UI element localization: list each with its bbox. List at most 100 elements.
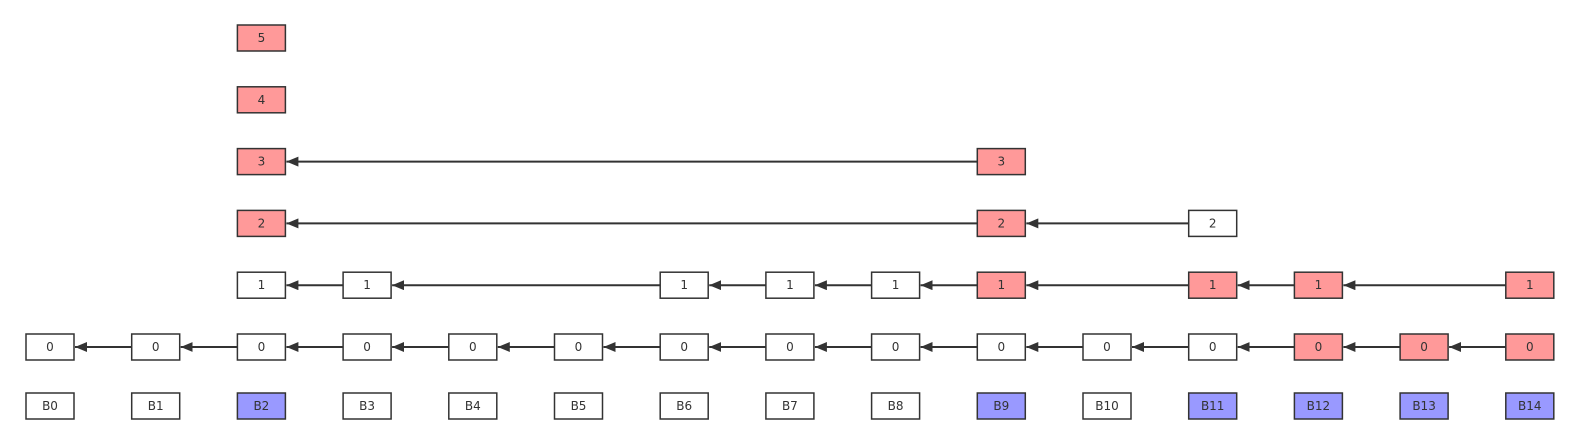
block-b9: B9 (976, 392, 1027, 420)
node-level-0-b8: 0 (870, 333, 921, 361)
node-level-1-b12-label: 1 (1315, 278, 1323, 292)
block-b14-box (1505, 392, 1555, 420)
block-b0: B0 (25, 392, 75, 420)
node-level-1-b3-label: 1 (363, 278, 371, 292)
block-b3-label: B3 (359, 399, 375, 413)
block-b3-box (342, 392, 392, 420)
node-level-0-b3-label: 0 (363, 340, 371, 354)
pointer-edges (75, 156, 1506, 352)
node-level-1-b11-label: 1 (1209, 278, 1217, 292)
block-b1-label: B1 (148, 399, 164, 413)
block-b6: B6 (659, 392, 709, 420)
block-b8-label: B8 (888, 399, 904, 413)
node-level-4-b2-box (236, 86, 287, 114)
node-level-2-b9-label: 2 (997, 216, 1005, 230)
block-b7-box (765, 392, 815, 420)
node-level-0-b10-label: 0 (1103, 340, 1111, 354)
node-level-1-b6: 1 (659, 271, 709, 299)
node-level-1-b14-box (1505, 271, 1555, 299)
node-level-1-b9-box (976, 271, 1027, 299)
node-level-0-b4-label: 0 (469, 340, 477, 354)
node-level-1-b12-box (1293, 271, 1344, 299)
block-b6-label: B6 (676, 399, 692, 413)
block-b13-label: B13 (1412, 399, 1436, 413)
node-level-2-b11-label: 2 (1209, 216, 1217, 230)
node-level-2-b2-label: 2 (258, 216, 266, 230)
node-level-1-b3: 1 (342, 271, 392, 299)
node-level-1-b7: 1 (765, 271, 815, 299)
node-level-0-b14-box (1505, 333, 1555, 361)
node-level-0-b3: 0 (342, 333, 392, 361)
node-level-0-b7-label: 0 (786, 340, 794, 354)
block-b6-box (659, 392, 709, 420)
node-level-0-b5-box (553, 333, 604, 361)
block-b11: B11 (1187, 392, 1238, 420)
node-level-0-b7-box (765, 333, 815, 361)
node-level-5-b2-box (236, 24, 287, 52)
node-level-0-b13: 0 (1399, 333, 1449, 361)
block-b11-box (1187, 392, 1238, 420)
node-level-3-b2: 3 (236, 147, 287, 176)
node-level-0-b9-label: 0 (997, 340, 1005, 354)
node-level-2-b9-box (976, 209, 1027, 238)
node-level-2-b11-box (1187, 209, 1238, 238)
node-level-1-b8-box (870, 271, 921, 299)
node-level-0-b12: 0 (1293, 333, 1344, 361)
node-level-0-b11-box (1187, 333, 1238, 361)
node-level-2-b9: 2 (976, 209, 1027, 238)
node-level-2-b11: 2 (1187, 209, 1238, 238)
node-level-0-b0-box (25, 333, 75, 361)
node-level-0-b4: 0 (448, 333, 498, 361)
node-level-3-b2-box (236, 147, 287, 176)
node-level-5-b2: 5 (236, 24, 287, 52)
node-level-0-b2: 0 (236, 333, 287, 361)
block-b1: B1 (130, 392, 181, 420)
node-level-0-b2-box (236, 333, 287, 361)
node-level-3-b9-box (976, 147, 1027, 176)
block-b14-label: B14 (1518, 399, 1542, 413)
block-row: B0 B1 B2 B3 B4 B5 B6 B7 B8 B9 B10 B11 B12 B13 B14 (25, 392, 1555, 420)
block-b1-box (130, 392, 181, 420)
block-b12: B12 (1293, 392, 1344, 420)
block-b10-box (1082, 392, 1132, 420)
node-level-4-b2-label: 4 (258, 93, 266, 107)
node-level-1-b3-box (342, 271, 392, 299)
node-level-0-b5: 0 (553, 333, 604, 361)
node-level-3-b9-label: 3 (997, 155, 1005, 169)
block-b9-label: B9 (993, 399, 1009, 413)
node-level-1-b11: 1 (1187, 271, 1238, 299)
node-level-0-b9-box (976, 333, 1027, 361)
block-b5-box (553, 392, 604, 420)
node-level-3-b9: 3 (976, 147, 1027, 176)
block-b11-label: B11 (1201, 399, 1225, 413)
node-level-1-b12: 1 (1293, 271, 1344, 299)
block-b4-box (448, 392, 498, 420)
node-level-0-b14: 0 (1505, 333, 1555, 361)
node-level-0-b9: 0 (976, 333, 1027, 361)
block-b7-label: B7 (782, 399, 798, 413)
node-level-0-b6-label: 0 (680, 340, 688, 354)
node-level-5-b2-label: 5 (258, 31, 266, 45)
node-level-1-b2: 1 (236, 271, 287, 299)
node-level-0-b0-label: 0 (46, 340, 54, 354)
node-level-2-b2-box (236, 209, 287, 238)
node-level-0-b13-box (1399, 333, 1449, 361)
node-level-0-b10-box (1082, 333, 1132, 361)
block-b12-label: B12 (1307, 399, 1331, 413)
block-b13: B13 (1399, 392, 1449, 420)
node-level-1-b2-box (236, 271, 287, 299)
node-level-0-b1-label: 0 (152, 340, 160, 354)
block-b13-box (1399, 392, 1449, 420)
block-b5: B5 (553, 392, 604, 420)
node-level-1-b9-label: 1 (997, 278, 1005, 292)
block-b4-label: B4 (465, 399, 481, 413)
node-level-1-b9: 1 (976, 271, 1027, 299)
node-level-0-b8-label: 0 (892, 340, 900, 354)
node-level-4-b2: 4 (236, 86, 287, 114)
node-level-0-b6-box (659, 333, 709, 361)
node-level-0-b1-box (130, 333, 181, 361)
node-level-1-b11-box (1187, 271, 1238, 299)
node-level-0-b7: 0 (765, 333, 815, 361)
node-level-1-b6-box (659, 271, 709, 299)
block-b0-label: B0 (42, 399, 58, 413)
